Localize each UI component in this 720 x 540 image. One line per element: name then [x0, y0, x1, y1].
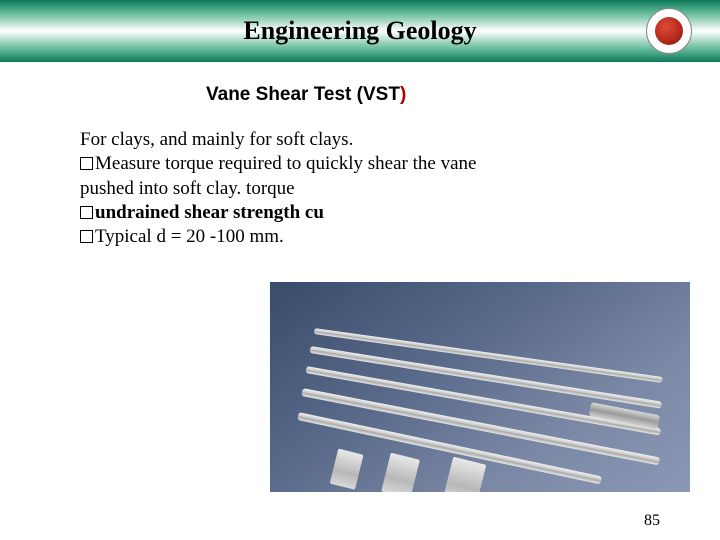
body-line-4-text: Typical d = 20 -100 mm. [95, 226, 284, 247]
body-line-3-text: undrained shear strength cu [95, 202, 324, 223]
logo-badge [646, 8, 692, 54]
bullet-icon [80, 157, 93, 170]
equipment-photo [270, 282, 690, 492]
body-line-2b: pushed into soft clay. torque [80, 177, 600, 201]
vane-shape [381, 453, 420, 492]
body-line-3: undrained shear strength cu [80, 201, 600, 225]
bullet-icon [80, 230, 93, 243]
body-line-1: For clays, and mainly for soft clays. [80, 128, 600, 152]
page-title: Engineering Geology [243, 16, 476, 46]
body-text: For clays, and mainly for soft clays. Me… [0, 128, 720, 250]
header-bar: Engineering Geology [0, 0, 720, 62]
body-line-2a: Measure torque required to quickly shear… [95, 153, 476, 174]
slide-subtitle: Vane Shear Test (VST) [0, 84, 720, 106]
bullet-icon [80, 206, 93, 219]
subtitle-paren: ) [400, 84, 406, 105]
body-line-4: Typical d = 20 -100 mm. [80, 225, 600, 249]
subtitle-main: Vane Shear Test (VST [206, 84, 400, 105]
vane-shape [443, 457, 487, 492]
vane-shape [330, 449, 364, 490]
page-number: 85 [644, 512, 660, 530]
body-line-2: Measure torque required to quickly shear… [80, 152, 600, 176]
logo-icon [655, 17, 683, 45]
